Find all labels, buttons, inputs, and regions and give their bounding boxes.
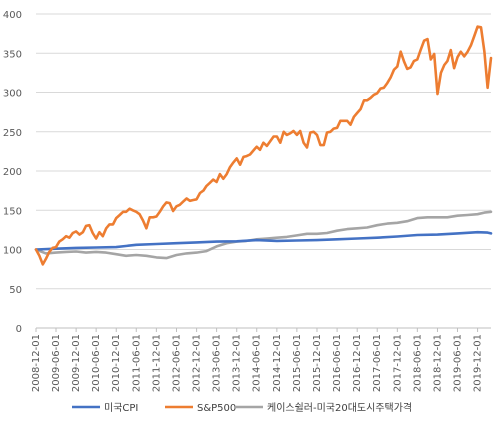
y-axis: 0 50 100 150 200 250 300 350 400 [3,10,22,335]
x-tick-label: 2008-12-01 [31,334,42,392]
x-tick-label: 2015-12-01 [312,334,323,392]
y-tick-label: 50 [9,285,22,296]
x-tick-label: 2015-06-01 [292,334,303,392]
grid [36,13,491,329]
x-tick-label: 2009-12-01 [71,334,82,392]
series-line-0 [34,230,493,251]
y-tick-label: 150 [3,206,22,217]
x-tick-label: 2014-06-01 [252,334,263,392]
y-tick-label: 300 [3,89,22,100]
legend-label-0: 미국CPI [104,402,138,414]
x-tick-label: 2013-12-01 [232,334,243,392]
x-tick-label: 2010-12-01 [111,334,122,392]
x-tick-label: 2016-12-01 [352,334,363,392]
y-tick-label: 100 [3,246,22,257]
x-tick-label: 2018-12-01 [432,334,443,392]
x-tick-label: 2019-12-01 [473,334,484,392]
x-tick-label: 2010-06-01 [91,334,102,392]
series-group [34,25,493,266]
series-line-2 [34,210,493,260]
x-tick-label: 2016-06-01 [332,334,343,392]
x-tick-label: 2017-06-01 [372,334,383,392]
x-tick-label: 2009-06-01 [51,334,62,392]
x-tick-label: 2012-12-01 [192,334,203,392]
x-tick-label: 2017-12-01 [392,334,403,392]
y-tick-label: 250 [3,128,22,139]
y-tick-label: 350 [3,49,22,60]
x-tick-label: 2018-06-01 [412,334,423,392]
y-tick-label: 0 [16,324,22,335]
legend-label-2: 케이스쉴러-미국20대도시주택가격 [267,401,412,414]
x-tick-label: 2012-06-01 [171,334,182,392]
y-tick-label: 200 [3,167,22,178]
x-tick-label: 2013-06-01 [212,334,223,392]
series-line-1 [34,25,493,266]
x-tick-label: 2011-12-01 [151,334,162,392]
x-axis: 2008-12-01 2009-06-01 2009-12-01 2010-06-01… [31,327,491,392]
x-tick-label: 2011-06-01 [131,334,142,392]
y-tick-label: 400 [3,10,22,21]
legend: 미국CPI S&P500 케이스쉴러-미국20대도시주택가격 [72,401,412,414]
legend-label-1: S&P500 [197,403,236,414]
x-tick-label: 2019-06-01 [452,334,463,392]
x-tick-label: 2014-12-01 [272,334,283,392]
